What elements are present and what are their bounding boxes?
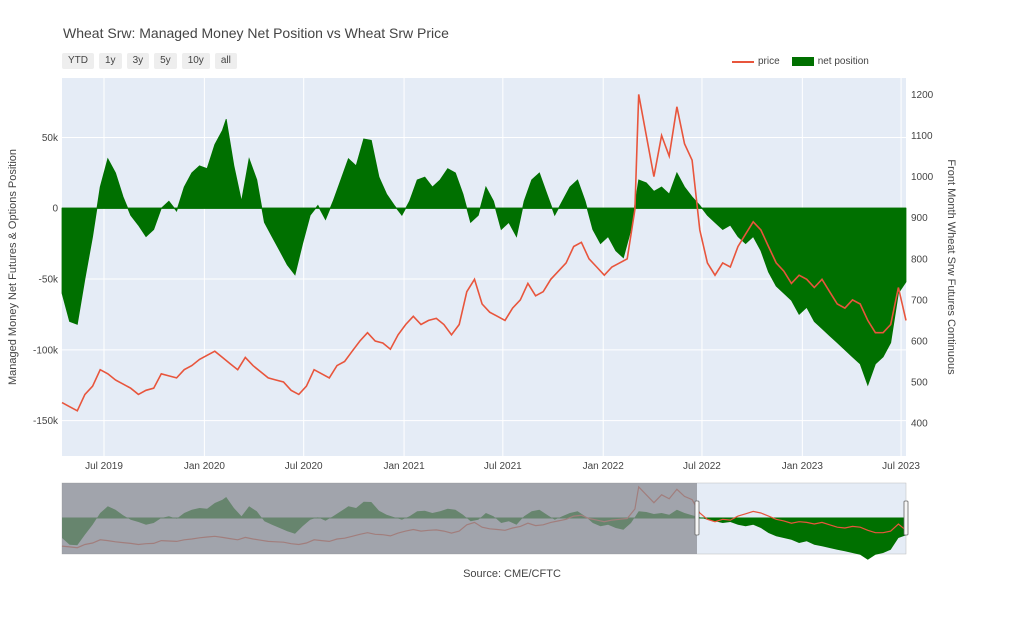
slider-left-handle — [694, 500, 700, 536]
y2-tick-label: 1200 — [911, 90, 934, 101]
x-tick-label: Jul 2021 — [484, 461, 522, 472]
x-tick-label: Jul 2022 — [683, 461, 721, 472]
slider-price-line — [61, 485, 907, 549]
x-tick-label: Jul 2020 — [285, 461, 323, 472]
y2-tick-label: 900 — [911, 213, 928, 224]
y2-tick-label: 1000 — [911, 172, 934, 183]
net-position-area — [61, 118, 907, 387]
slider-net-area — [62, 497, 906, 560]
y-tick-label: -50k — [39, 275, 59, 286]
range-button-ytd[interactable]: YTD — [62, 53, 94, 69]
x-tick-label: Jan 2021 — [383, 461, 425, 472]
range-button-all[interactable]: all — [214, 53, 237, 69]
range-button-1y[interactable]: 1y — [99, 53, 122, 69]
y2-tick-label: 1100 — [911, 131, 933, 142]
legend: price net position — [732, 56, 869, 67]
y2-tick-label: 500 — [911, 378, 928, 389]
legend-price-swatch[interactable] — [732, 60, 754, 63]
x-tick-label: Jan 2020 — [184, 461, 226, 472]
y2-tick-label: 700 — [911, 295, 928, 306]
x-tick-label: Jul 2019 — [85, 461, 123, 472]
y-tick-label: -100k — [33, 345, 59, 356]
x-tick-label: Jul 2023 — [882, 461, 920, 472]
chart-title: Wheat Srw: Managed Money Net Position vs… — [63, 25, 449, 41]
range-selector: YTD 1y 3y 5y 10y all — [62, 53, 237, 69]
legend-net-label[interactable]: net position — [817, 56, 869, 67]
plot-area — [62, 78, 906, 456]
y-tick-label: 0 — [52, 204, 58, 215]
legend-price-label[interactable]: price — [758, 56, 780, 67]
y2-tick-label: 600 — [911, 336, 928, 347]
y2-tick-label: 800 — [911, 254, 928, 265]
slider-right-handle — [903, 500, 909, 536]
y-tick-label: -150k — [33, 416, 59, 427]
range-button-10y[interactable]: 10y — [181, 53, 210, 69]
slider-mask — [62, 483, 697, 554]
source-note: Source: CME/CFTC — [463, 568, 561, 580]
y-tick-label: 50k — [42, 133, 59, 144]
x-tick-label: Jan 2022 — [583, 461, 625, 472]
range-button-3y[interactable]: 3y — [126, 53, 150, 69]
range-button-5y[interactable]: 5y — [154, 53, 177, 69]
y2-axis-title: Front Month Wheat Srw Futures Continuous — [945, 159, 957, 375]
x-tick-label: Jan 2023 — [782, 461, 824, 472]
y2-tick-label: 400 — [911, 419, 928, 430]
range-slider-background — [61, 482, 907, 555]
price-line — [61, 94, 907, 412]
y-axis-title: Managed Money Net Futures & Options Posi… — [7, 149, 19, 385]
legend-net-swatch[interactable] — [791, 57, 814, 66]
